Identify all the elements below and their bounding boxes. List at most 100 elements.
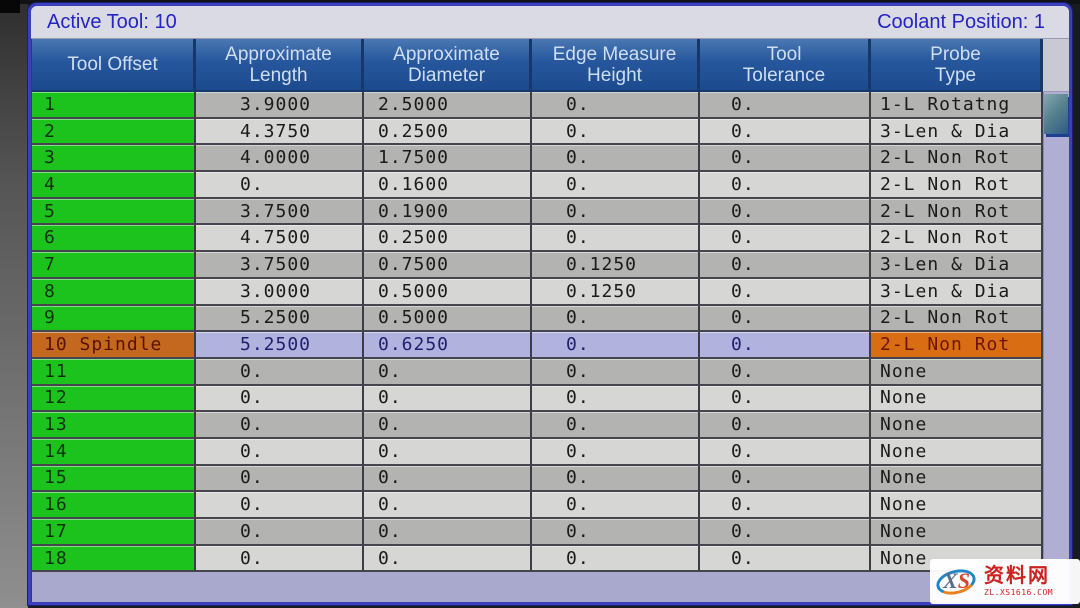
- cell-edge[interactable]: 0.: [532, 172, 700, 199]
- cell-diameter[interactable]: 0.2500: [364, 118, 532, 146]
- cell-tool[interactable]: 2: [32, 118, 196, 146]
- cell-probe[interactable]: 3-Len & Dia: [871, 118, 1043, 146]
- cell-diameter[interactable]: 0.5000: [364, 278, 532, 306]
- cell-tool[interactable]: 7: [32, 252, 196, 279]
- cell-length[interactable]: 0.: [196, 385, 364, 413]
- cell-diameter[interactable]: 0.: [364, 438, 532, 466]
- cell-probe[interactable]: None: [871, 492, 1043, 519]
- cell-diameter[interactable]: 0.2500: [364, 225, 532, 253]
- cell-diameter[interactable]: 0.5000: [364, 305, 532, 333]
- cell-length[interactable]: 3.9000: [196, 92, 364, 119]
- cell-probe[interactable]: 2-L Non Rot: [871, 198, 1043, 226]
- cell-edge[interactable]: 0.: [532, 412, 700, 439]
- cell-tool[interactable]: 8: [32, 278, 196, 306]
- cell-diameter[interactable]: 1.7500: [364, 145, 532, 173]
- scrollbar-thumb[interactable]: [1044, 94, 1068, 134]
- cell-probe[interactable]: None: [871, 465, 1043, 493]
- cell-length[interactable]: 0.: [196, 412, 364, 439]
- cell-tool[interactable]: 1: [32, 92, 196, 119]
- cell-tolerance[interactable]: 0.: [700, 118, 871, 146]
- cell-probe[interactable]: 3-Len & Dia: [871, 278, 1043, 306]
- cell-diameter[interactable]: 0.: [364, 492, 532, 519]
- cell-tool[interactable]: 11: [32, 358, 196, 386]
- cell-tolerance[interactable]: 0.: [700, 172, 871, 199]
- cell-tolerance[interactable]: 0.: [700, 225, 871, 253]
- cell-length[interactable]: 0.: [196, 172, 364, 199]
- cell-probe[interactable]: 2-L Non Rot: [871, 145, 1043, 173]
- cell-edge[interactable]: 0.: [532, 385, 700, 413]
- cell-length[interactable]: 4.0000: [196, 145, 364, 173]
- cell-diameter[interactable]: 0.: [364, 465, 532, 493]
- cell-diameter[interactable]: 0.1900: [364, 198, 532, 226]
- cell-length[interactable]: 0.: [196, 358, 364, 386]
- cell-length[interactable]: 0.: [196, 465, 364, 493]
- cell-tolerance[interactable]: 0.: [700, 385, 871, 413]
- cell-probe[interactable]: None: [871, 412, 1043, 439]
- cell-tolerance[interactable]: 0.: [700, 465, 871, 493]
- cell-diameter[interactable]: 0.7500: [364, 252, 532, 279]
- cell-tool[interactable]: 18: [32, 545, 196, 573]
- cell-tool[interactable]: 17: [32, 519, 196, 546]
- cell-probe[interactable]: 3-Len & Dia: [871, 252, 1043, 279]
- cell-edge[interactable]: 0.: [532, 145, 700, 173]
- cell-tolerance[interactable]: 0.: [700, 438, 871, 466]
- cell-edge[interactable]: 0.: [532, 92, 700, 119]
- cell-length[interactable]: 3.7500: [196, 252, 364, 279]
- cell-diameter[interactable]: 0.: [364, 545, 532, 573]
- cell-edge[interactable]: 0.: [532, 198, 700, 226]
- cell-length[interactable]: 5.2500: [196, 305, 364, 333]
- cell-tool[interactable]: 3: [32, 145, 196, 173]
- cell-tool[interactable]: 6: [32, 225, 196, 253]
- cell-tolerance[interactable]: 0.: [700, 305, 871, 333]
- cell-diameter[interactable]: 0.: [364, 358, 532, 386]
- cell-tool[interactable]: 5: [32, 198, 196, 226]
- cell-length[interactable]: 5.2500: [196, 332, 364, 359]
- cell-edge[interactable]: 0.: [532, 438, 700, 466]
- cell-tolerance[interactable]: 0.: [700, 198, 871, 226]
- cell-length[interactable]: 0.: [196, 438, 364, 466]
- cell-edge[interactable]: 0.: [532, 492, 700, 519]
- cell-tolerance[interactable]: 0.: [700, 412, 871, 439]
- cell-tolerance[interactable]: 0.: [700, 358, 871, 386]
- cell-edge[interactable]: 0.: [532, 545, 700, 573]
- cell-length[interactable]: 4.7500: [196, 225, 364, 253]
- cell-edge[interactable]: 0.: [532, 465, 700, 493]
- cell-tolerance[interactable]: 0.: [700, 278, 871, 306]
- cell-tolerance[interactable]: 0.: [700, 519, 871, 546]
- cell-edge[interactable]: 0.: [532, 332, 700, 359]
- cell-probe[interactable]: 2-L Non Rot: [871, 225, 1043, 253]
- cell-tolerance[interactable]: 0.: [700, 252, 871, 279]
- cell-tool[interactable]: 13: [32, 412, 196, 439]
- cell-edge[interactable]: 0.: [532, 118, 700, 146]
- cell-tolerance[interactable]: 0.: [700, 492, 871, 519]
- cell-probe[interactable]: 1-L Rotatng: [871, 92, 1043, 119]
- cell-probe[interactable]: 2-L Non Rot: [871, 332, 1043, 359]
- cell-edge[interactable]: 0.1250: [532, 278, 700, 306]
- cell-tool[interactable]: 12: [32, 385, 196, 413]
- cell-tool[interactable]: 9: [32, 305, 196, 333]
- cell-diameter[interactable]: 0.1600: [364, 172, 532, 199]
- cell-length[interactable]: 0.: [196, 519, 364, 546]
- cell-probe[interactable]: None: [871, 519, 1043, 546]
- cell-edge[interactable]: 0.: [532, 225, 700, 253]
- cell-tool[interactable]: 16: [32, 492, 196, 519]
- cell-edge[interactable]: 0.1250: [532, 252, 700, 279]
- cell-tool[interactable]: 10 Spindle: [32, 332, 196, 359]
- cell-edge[interactable]: 0.: [532, 358, 700, 386]
- cell-diameter[interactable]: 0.: [364, 412, 532, 439]
- cell-diameter[interactable]: 0.: [364, 519, 532, 546]
- cell-tool[interactable]: 4: [32, 172, 196, 199]
- cell-tolerance[interactable]: 0.: [700, 145, 871, 173]
- cell-length[interactable]: 0.: [196, 492, 364, 519]
- cell-edge[interactable]: 0.: [532, 305, 700, 333]
- cell-diameter[interactable]: 0.6250: [364, 332, 532, 359]
- cell-probe[interactable]: None: [871, 385, 1043, 413]
- cell-tolerance[interactable]: 0.: [700, 92, 871, 119]
- cell-tool[interactable]: 14: [32, 438, 196, 466]
- cell-tolerance[interactable]: 0.: [700, 545, 871, 573]
- cell-length[interactable]: 3.7500: [196, 198, 364, 226]
- cell-diameter[interactable]: 0.: [364, 385, 532, 413]
- cell-length[interactable]: 3.0000: [196, 278, 364, 306]
- cell-length[interactable]: 4.3750: [196, 118, 364, 146]
- cell-diameter[interactable]: 2.5000: [364, 92, 532, 119]
